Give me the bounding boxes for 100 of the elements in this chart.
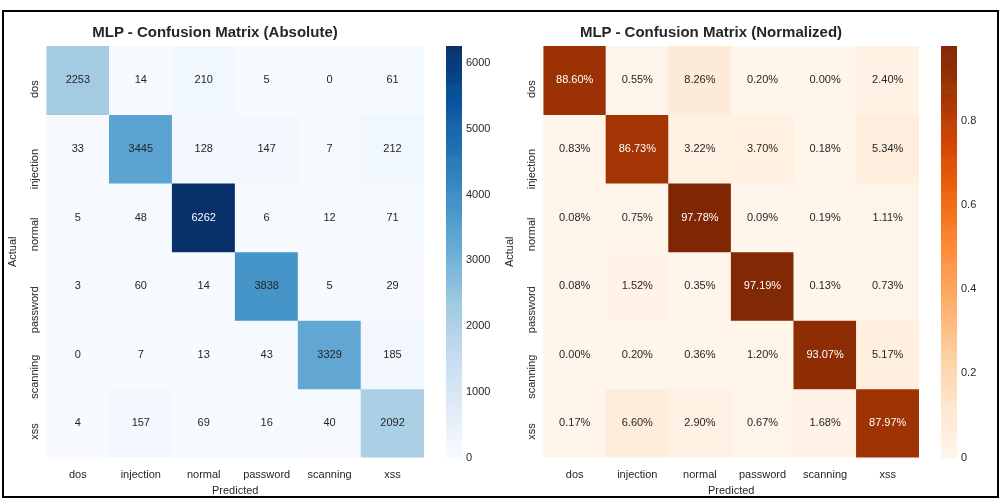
y-tick-label: scanning <box>525 354 538 399</box>
color-bar-label: 1000 <box>466 384 491 397</box>
data-label: 12 <box>323 210 336 223</box>
data-label: 48 <box>134 210 147 223</box>
x-tick-label: injection <box>120 468 161 481</box>
color-bar-label: 4000 <box>466 187 491 200</box>
y-tick-label: normal <box>28 217 41 252</box>
y-tick-label: injection <box>525 148 538 190</box>
color-bar-label: 0.2 <box>961 366 977 379</box>
data-label: 0.09% <box>746 210 779 223</box>
x-tick-label: dos <box>68 468 88 481</box>
y-tick-label: dos <box>525 79 538 99</box>
data-label: 6262 <box>191 210 216 223</box>
x-tick-label: normal <box>186 468 221 481</box>
data-label: 3329 <box>317 347 342 360</box>
data-label: 212 <box>383 141 402 154</box>
data-label: 1.52% <box>621 279 654 292</box>
data-label: 13 <box>197 347 210 360</box>
data-label: 8.26% <box>684 73 716 86</box>
data-label: 88.60% <box>556 73 594 86</box>
color-bar-label: 0.4 <box>961 282 977 295</box>
color-bar-label: 0 <box>466 450 473 463</box>
data-label: 0.55% <box>621 73 654 86</box>
data-label: 0.13% <box>809 279 841 292</box>
data-label: 29 <box>386 279 399 292</box>
data-label: 7 <box>137 347 144 360</box>
chart-title: MLP - Confusion Matrix (Normalized) <box>579 23 843 41</box>
y-tick-label: password <box>525 286 538 334</box>
data-label: 0.17% <box>559 416 591 429</box>
data-label: 0.75% <box>621 210 654 223</box>
data-label: 0.20% <box>746 73 779 86</box>
data-label: 0.19% <box>809 210 841 223</box>
data-label: 93.07% <box>806 347 844 360</box>
data-label: 2.40% <box>872 73 904 86</box>
data-label: 97.19% <box>743 279 782 292</box>
data-label: 61 <box>386 73 399 86</box>
data-label: 14 <box>134 73 147 86</box>
x-tick-label: password <box>738 468 787 481</box>
data-label: 0.08% <box>559 210 591 223</box>
y-tick-label: password <box>28 286 41 334</box>
color-bar-label: 0 <box>961 450 968 463</box>
data-label: 0.00% <box>809 73 841 86</box>
color-bar-label: 2000 <box>466 319 491 332</box>
data-label: 43 <box>260 347 273 360</box>
data-label: 5.34% <box>872 141 904 154</box>
data-label: 86.73% <box>618 141 657 154</box>
data-label: 0.67% <box>746 416 779 429</box>
data-label: 4 <box>74 416 81 429</box>
data-label: 0.36% <box>684 347 716 360</box>
data-label: 1.68% <box>809 416 841 429</box>
data-label: 87.97% <box>869 416 907 429</box>
y-tick-label: normal <box>525 217 538 252</box>
y-tick-label: xss <box>525 422 538 440</box>
data-label: 1.11% <box>872 210 904 223</box>
data-label: 7 <box>326 141 333 154</box>
x-tick-label: xss <box>384 468 402 481</box>
data-label: 6 <box>263 210 270 223</box>
data-label: 40 <box>323 416 336 429</box>
data-label: 0.83% <box>559 141 591 154</box>
x-axis-title: Predicted <box>211 484 259 497</box>
data-label: 97.78% <box>681 210 719 223</box>
data-label: 14 <box>197 279 210 292</box>
data-label: 1.20% <box>746 347 779 360</box>
y-tick-label: xss <box>28 422 41 440</box>
data-label: 0.20% <box>621 347 654 360</box>
data-label: 0.00% <box>559 347 591 360</box>
data-label: 5 <box>263 73 270 86</box>
data-label: 71 <box>386 210 399 223</box>
x-tick-label: password <box>243 468 291 481</box>
data-label: 157 <box>131 416 150 429</box>
data-label: 2253 <box>65 73 91 86</box>
data-label: 3445 <box>128 141 154 154</box>
y-axis-title: Actual <box>5 236 18 268</box>
x-tick-label: scanning <box>307 468 352 481</box>
x-axis-title: Predicted <box>707 484 755 497</box>
data-label: 128 <box>194 141 213 154</box>
chart-title: MLP - Confusion Matrix (Absolute) <box>92 23 338 41</box>
data-label: 3 <box>74 279 81 292</box>
data-label: 0.08% <box>559 279 591 292</box>
data-label: 2092 <box>380 416 405 429</box>
y-tick-label: dos <box>28 79 41 99</box>
x-tick-label: injection <box>617 468 658 481</box>
data-label: 5.17% <box>872 347 904 360</box>
data-label: 0.18% <box>809 141 841 154</box>
data-label: 3838 <box>254 279 279 292</box>
data-label: 185 <box>383 347 402 360</box>
data-label: 2.90% <box>684 416 716 429</box>
data-label: 0.35% <box>684 279 716 292</box>
x-tick-label: scanning <box>803 468 848 481</box>
x-tick-label: normal <box>683 468 717 481</box>
data-label: 0 <box>74 347 81 360</box>
data-label: 3.70% <box>746 141 779 154</box>
color-bar-label: 0.8 <box>961 113 977 126</box>
data-label: 33 <box>71 141 84 154</box>
data-label: 3.22% <box>684 141 716 154</box>
x-tick-label: dos <box>565 468 585 481</box>
data-label: 60 <box>134 279 147 292</box>
color-bar-label: 0.6 <box>961 198 977 211</box>
data-label: 147 <box>257 141 276 154</box>
data-label: 210 <box>194 73 213 86</box>
